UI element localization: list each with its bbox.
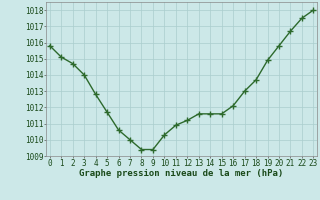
X-axis label: Graphe pression niveau de la mer (hPa): Graphe pression niveau de la mer (hPa) [79, 169, 284, 178]
